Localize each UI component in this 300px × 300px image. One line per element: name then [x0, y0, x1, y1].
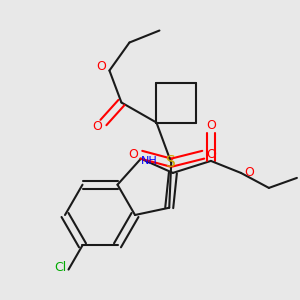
- Text: O: O: [97, 60, 106, 73]
- Text: O: O: [206, 119, 216, 132]
- Text: NH: NH: [140, 156, 157, 166]
- Text: O: O: [128, 148, 138, 161]
- Text: S: S: [167, 155, 176, 170]
- Text: O: O: [206, 148, 216, 161]
- Text: Cl: Cl: [54, 261, 67, 274]
- Text: O: O: [92, 120, 102, 133]
- Text: O: O: [244, 167, 254, 179]
